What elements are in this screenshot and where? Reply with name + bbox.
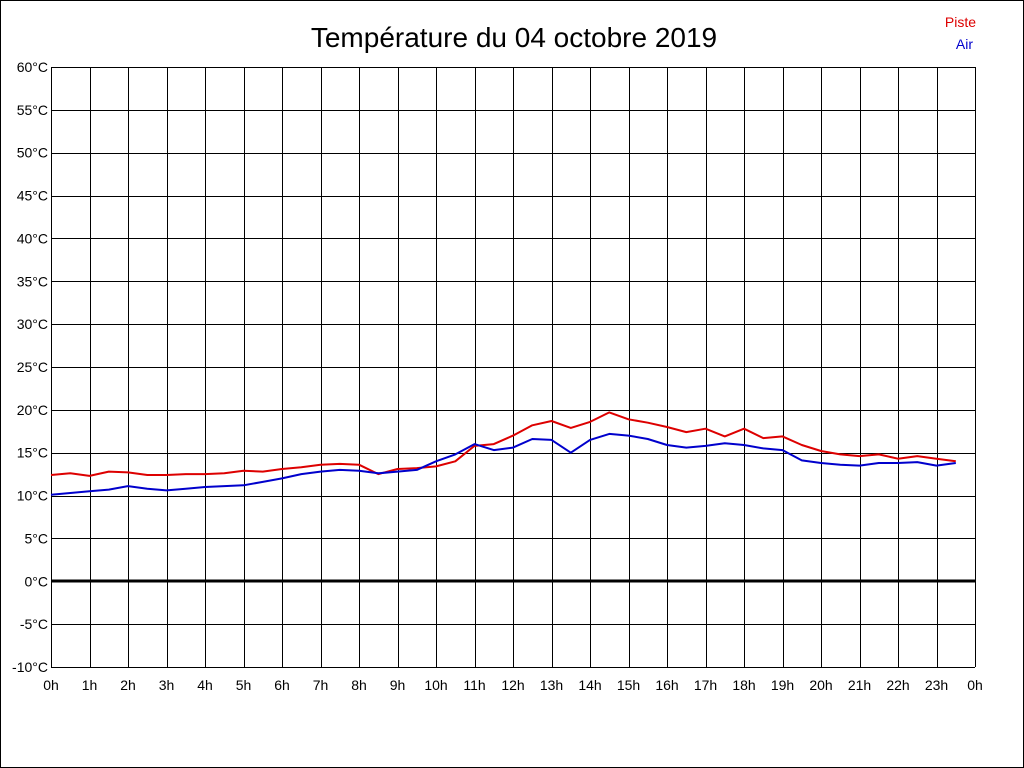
y-tick-label: 45°C	[17, 188, 48, 204]
x-tick-label: 6h	[274, 677, 290, 693]
x-tick-label: 20h	[809, 677, 832, 693]
x-tick-label: 10h	[424, 677, 447, 693]
y-tick-label: 55°C	[17, 102, 48, 118]
x-tick-label: 0h	[967, 677, 983, 693]
x-tick-label: 15h	[617, 677, 640, 693]
x-tick-label: 3h	[159, 677, 175, 693]
x-tick-label: 18h	[732, 677, 755, 693]
x-tick-label: 5h	[236, 677, 252, 693]
x-tick-label: 16h	[655, 677, 678, 693]
y-tick-label: 40°C	[17, 230, 48, 246]
x-tick-label: 23h	[925, 677, 948, 693]
y-tick-label: 5°C	[25, 530, 49, 546]
x-tick-label: 4h	[197, 677, 213, 693]
x-axis-ticks: 0h 1h 2h 3h 4h 5h 6h 7h 8h 9h 10h 11h 12h 13h 14h 15h 16…	[43, 677, 983, 693]
y-tick-label: 50°C	[17, 145, 48, 161]
x-tick-label: 12h	[501, 677, 524, 693]
legend-air: Air	[956, 36, 973, 52]
x-tick-label: 9h	[390, 677, 406, 693]
y-tick-label: 25°C	[17, 359, 48, 375]
chart-title: Température du 04 octobre 2019	[311, 22, 717, 53]
x-tick-label: 14h	[578, 677, 601, 693]
x-tick-label: 8h	[351, 677, 367, 693]
y-tick-label: 35°C	[17, 273, 48, 289]
x-tick-label: 7h	[313, 677, 329, 693]
x-tick-label: 17h	[694, 677, 717, 693]
legend: Piste Air	[945, 14, 976, 52]
y-tick-label: 60°C	[17, 59, 48, 75]
x-tick-label: 21h	[848, 677, 871, 693]
x-tick-label: 2h	[120, 677, 136, 693]
x-tick-label: 0h	[43, 677, 59, 693]
grid	[51, 67, 976, 668]
y-tick-label: 30°C	[17, 316, 48, 332]
series-line-piste	[50, 411, 956, 477]
y-tick-label: -5°C	[20, 616, 48, 632]
y-tick-label: 20°C	[17, 402, 48, 418]
x-tick-label: 11h	[463, 677, 485, 693]
series-lines	[50, 411, 956, 496]
legend-piste: Piste	[945, 14, 976, 30]
x-tick-label: 13h	[540, 677, 563, 693]
y-axis-ticks: 60°C 55°C 50°C 45°C 40°C 35°C 30°C 25°C 20°C 15°C…	[12, 59, 48, 675]
x-tick-label: 1h	[82, 677, 98, 693]
y-tick-label: -10°C	[12, 659, 48, 675]
series-line-air	[50, 432, 956, 496]
y-tick-label: 0°C	[25, 573, 49, 589]
x-tick-label: 19h	[771, 677, 794, 693]
y-tick-label: 15°C	[17, 445, 48, 461]
x-tick-label: 22h	[886, 677, 909, 693]
y-tick-label: 10°C	[17, 488, 48, 504]
